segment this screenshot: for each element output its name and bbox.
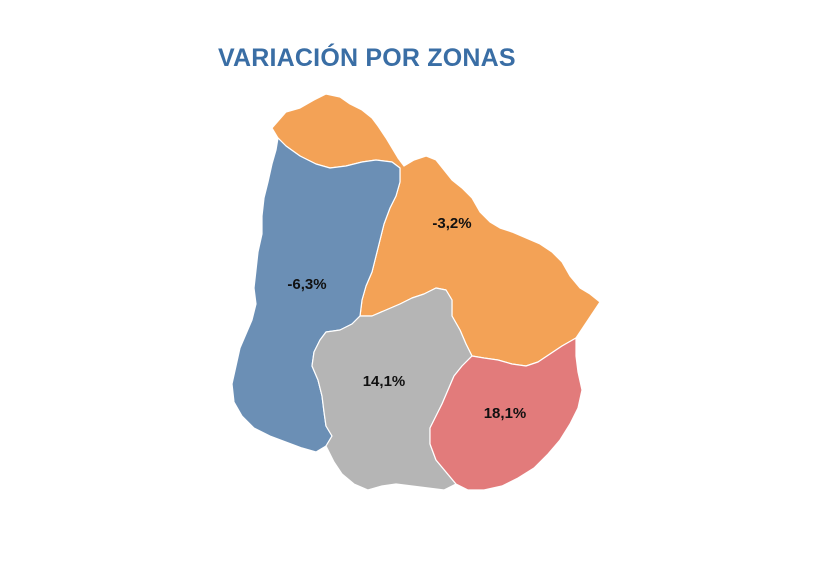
zone-west-label: -6,3% — [287, 276, 326, 293]
zone-east-label: 18,1% — [484, 405, 527, 422]
zone-east-region — [429, 337, 583, 491]
zone-center-south-label: 14,1% — [363, 373, 406, 390]
zone-north-label: -3,2% — [432, 215, 471, 232]
map-title: VARIACIÓN POR ZONAS — [218, 44, 516, 72]
